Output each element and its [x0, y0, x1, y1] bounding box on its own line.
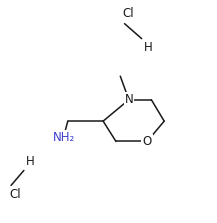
Text: NH₂: NH₂: [52, 131, 75, 144]
Text: N: N: [125, 93, 133, 106]
Text: H: H: [26, 155, 35, 168]
Text: O: O: [142, 135, 152, 148]
Text: Cl: Cl: [9, 188, 21, 200]
Text: H: H: [144, 41, 153, 54]
Text: Cl: Cl: [122, 7, 134, 21]
